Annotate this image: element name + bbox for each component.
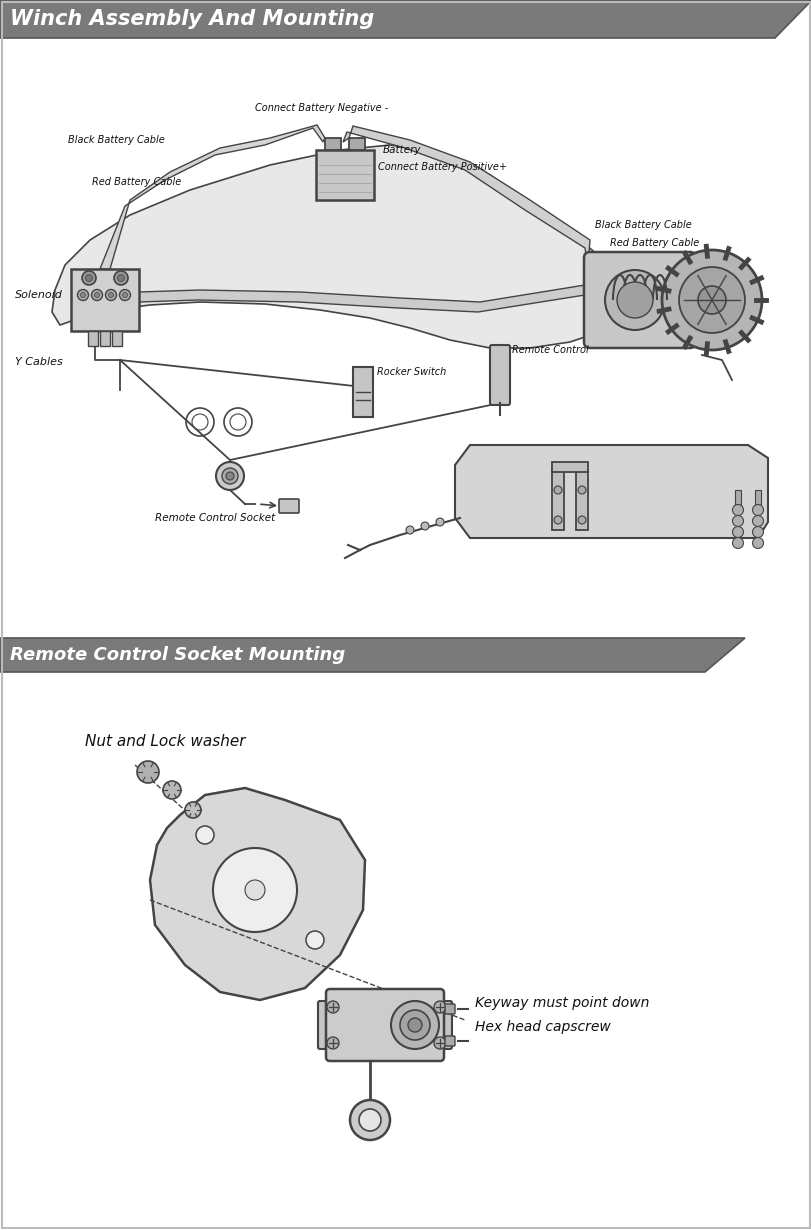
Text: Rocker Switch: Rocker Switch [376, 367, 446, 378]
Circle shape [92, 289, 102, 300]
Circle shape [400, 1010, 430, 1041]
Circle shape [553, 486, 561, 494]
Text: Winch Assembly And Mounting: Winch Assembly And Mounting [10, 9, 374, 30]
Circle shape [577, 486, 586, 494]
Text: Hex head capscrew: Hex head capscrew [474, 1020, 610, 1034]
Text: Red Battery Cable: Red Battery Cable [609, 237, 698, 248]
FancyBboxPatch shape [325, 989, 444, 1061]
FancyBboxPatch shape [444, 1036, 454, 1045]
Circle shape [212, 847, 297, 932]
Circle shape [85, 274, 92, 282]
Bar [324, 138, 341, 150]
Circle shape [306, 931, 324, 950]
Circle shape [225, 472, 234, 480]
Circle shape [391, 1001, 439, 1049]
Polygon shape [100, 125, 324, 269]
Circle shape [732, 526, 743, 538]
FancyBboxPatch shape [318, 1001, 452, 1049]
Polygon shape [139, 285, 584, 312]
Circle shape [752, 515, 762, 526]
Circle shape [732, 538, 743, 549]
Bar [349, 138, 365, 150]
Circle shape [137, 761, 159, 784]
Polygon shape [454, 445, 767, 538]
Polygon shape [342, 125, 590, 280]
Circle shape [732, 504, 743, 515]
Text: Y Cables: Y Cables [15, 357, 62, 367]
Text: Nut and Lock washer: Nut and Lock washer [85, 734, 245, 749]
Polygon shape [150, 788, 365, 1000]
Circle shape [80, 293, 85, 298]
Circle shape [436, 518, 444, 526]
Text: Black Battery Cable: Black Battery Cable [68, 135, 165, 145]
Text: Battery: Battery [383, 145, 421, 155]
Circle shape [420, 522, 428, 530]
Text: Remote Control: Remote Control [512, 344, 588, 355]
Text: Solenoid: Solenoid [15, 290, 62, 300]
Bar [112, 331, 122, 346]
Bar [551, 462, 587, 472]
Circle shape [433, 1037, 445, 1049]
Bar [754, 490, 760, 506]
Circle shape [752, 504, 762, 515]
Polygon shape [52, 145, 629, 348]
Text: Connect Battery Negative -: Connect Battery Negative - [255, 103, 388, 113]
FancyBboxPatch shape [279, 499, 298, 513]
Bar [88, 331, 98, 346]
Bar [551, 470, 564, 530]
Bar [100, 331, 109, 346]
Circle shape [604, 271, 664, 330]
Circle shape [407, 1018, 422, 1032]
Text: Black Battery Cable: Black Battery Cable [594, 220, 691, 230]
FancyBboxPatch shape [315, 150, 374, 200]
Circle shape [195, 827, 214, 844]
Text: Connect Battery Positive+: Connect Battery Positive+ [378, 162, 506, 172]
Circle shape [752, 526, 762, 538]
FancyBboxPatch shape [489, 344, 509, 405]
Circle shape [77, 289, 88, 300]
Circle shape [327, 1001, 338, 1014]
Text: Red Battery Cable: Red Battery Cable [92, 177, 181, 187]
FancyBboxPatch shape [444, 1004, 454, 1014]
Bar [353, 367, 372, 417]
Circle shape [678, 267, 744, 333]
Circle shape [82, 271, 96, 285]
Circle shape [109, 293, 114, 298]
Polygon shape [0, 638, 744, 672]
Bar [734, 490, 740, 506]
Circle shape [697, 287, 725, 314]
Circle shape [553, 517, 561, 524]
Circle shape [94, 293, 100, 298]
Circle shape [661, 250, 761, 351]
Circle shape [358, 1109, 380, 1132]
Circle shape [221, 467, 238, 483]
Text: Remote Control Socket: Remote Control Socket [155, 513, 275, 523]
Bar [575, 470, 587, 530]
Circle shape [732, 515, 743, 526]
Circle shape [114, 271, 128, 285]
Circle shape [406, 526, 414, 534]
Circle shape [105, 289, 116, 300]
Circle shape [185, 802, 201, 818]
Text: Remote Control Socket Mounting: Remote Control Socket Mounting [10, 646, 345, 664]
Polygon shape [0, 0, 811, 38]
Circle shape [577, 517, 586, 524]
FancyBboxPatch shape [583, 252, 695, 348]
Circle shape [118, 274, 124, 282]
Circle shape [752, 538, 762, 549]
Circle shape [216, 462, 243, 490]
FancyBboxPatch shape [71, 269, 139, 331]
Circle shape [433, 1001, 445, 1014]
Circle shape [350, 1100, 389, 1140]
Circle shape [327, 1037, 338, 1049]
Circle shape [119, 289, 131, 300]
Circle shape [616, 282, 652, 319]
Circle shape [163, 781, 181, 800]
Circle shape [122, 293, 127, 298]
Circle shape [245, 879, 264, 900]
Text: Keyway must point down: Keyway must point down [474, 996, 649, 1010]
